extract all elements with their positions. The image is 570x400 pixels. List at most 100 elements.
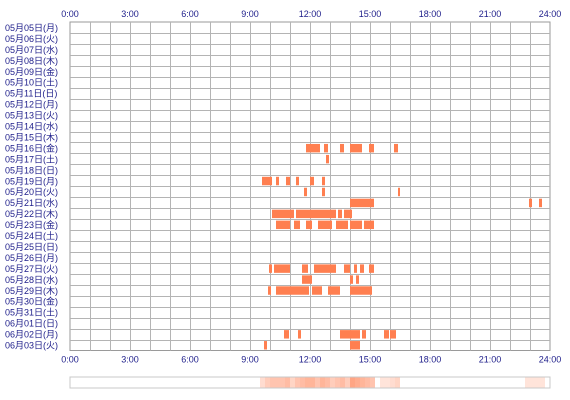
summary-cell xyxy=(350,377,355,388)
activity-bar xyxy=(302,275,312,284)
x-tick-top: 18:00 xyxy=(419,9,442,19)
x-tick-top: 24:00 xyxy=(539,9,562,19)
activity-bar xyxy=(336,220,348,230)
activity-bar xyxy=(350,220,362,230)
activity-bar xyxy=(326,154,329,164)
row-label: 05月26日(月) xyxy=(5,253,58,263)
row-label: 05月09日(金) xyxy=(5,66,58,77)
activity-bar xyxy=(344,209,352,219)
summary-cell xyxy=(535,377,540,388)
summary-cell xyxy=(275,377,280,388)
activity-bar xyxy=(340,143,344,153)
activity-bar xyxy=(364,220,374,230)
activity-bar xyxy=(269,264,272,273)
row-label: 05月28日(水) xyxy=(5,274,58,285)
summary-cell xyxy=(325,377,330,388)
row-label: 05月08日(木) xyxy=(5,55,58,66)
summary-cell xyxy=(290,377,295,388)
grid xyxy=(69,21,551,351)
activity-bar xyxy=(390,330,396,339)
activity-bar xyxy=(312,286,322,295)
row-label: 05月23日(金) xyxy=(5,219,58,230)
activity-bar xyxy=(276,220,290,230)
summary-cell xyxy=(280,377,285,388)
row-label: 05月14日(水) xyxy=(5,121,58,132)
row-label: 06月01日(日) xyxy=(5,319,58,329)
row-label: 05月10日(土) xyxy=(5,77,58,88)
summary-cell xyxy=(285,377,290,388)
activity-bar xyxy=(304,187,307,197)
activity-bar xyxy=(360,264,364,273)
summary-cell xyxy=(320,377,325,388)
activity-bar xyxy=(286,176,290,186)
x-tick-bottom: 6:00 xyxy=(181,355,199,365)
activity-bar xyxy=(318,220,332,230)
activity-bar xyxy=(350,143,362,153)
activity-bar xyxy=(268,286,271,295)
activity-bar xyxy=(276,176,279,186)
activity-bar xyxy=(276,286,309,295)
x-tick-top: 15:00 xyxy=(359,9,382,19)
summary-cell xyxy=(265,377,270,388)
activity-bar xyxy=(529,198,532,208)
activity-bar xyxy=(356,275,359,284)
activity-bar xyxy=(284,330,289,339)
activity-bar xyxy=(328,286,340,295)
x-tick-top: 21:00 xyxy=(479,9,502,19)
x-tick-top: 6:00 xyxy=(181,9,199,19)
row-label: 05月16日(金) xyxy=(5,142,58,153)
x-tick-bottom: 18:00 xyxy=(419,355,442,365)
x-tick-bottom: 12:00 xyxy=(299,355,322,365)
activity-bar xyxy=(350,198,374,208)
activity-bar xyxy=(296,209,336,219)
activity-bar xyxy=(322,176,325,186)
activity-bar xyxy=(272,209,294,219)
activity-bar xyxy=(350,341,360,350)
x-tick-bottom: 21:00 xyxy=(479,355,502,365)
summary-cell xyxy=(540,377,545,388)
x-axis-bottom: 0:00 3:00 6:00 9:00 12:00 15:00 18:00 21:00 24:0… xyxy=(61,355,561,365)
row-label: 05月11日(日) xyxy=(5,89,57,99)
summary-cell xyxy=(330,377,335,388)
row-label: 05月13日(火) xyxy=(5,111,58,121)
activity-bar xyxy=(539,198,542,208)
summary-cell xyxy=(395,377,400,388)
summary-strip xyxy=(69,376,551,389)
activity-bar xyxy=(362,330,366,339)
activity-bar xyxy=(294,220,300,230)
summary-cell xyxy=(525,377,530,388)
summary-cell xyxy=(340,377,345,388)
row-label: 05月05日(月) xyxy=(5,23,58,33)
row-label: 05月31日(土) xyxy=(5,307,58,318)
summary-cell xyxy=(310,377,315,388)
row-label: 05月30日(金) xyxy=(5,296,58,307)
x-tick-top: 9:00 xyxy=(241,9,259,19)
activity-bar xyxy=(296,176,299,186)
summary-cell xyxy=(305,377,310,388)
row-label: 05月19日(月) xyxy=(5,176,58,186)
activity-bar xyxy=(322,187,325,197)
activity-bar xyxy=(262,176,272,186)
summary-cell xyxy=(335,377,340,388)
activity-bar xyxy=(306,143,320,153)
activity-bar xyxy=(384,330,389,339)
row-label: 05月29日(木) xyxy=(5,285,58,296)
x-axis-top: 0:00 3:00 6:00 9:00 12:00 15:00 18:00 21:00 24:0… xyxy=(61,9,561,19)
summary-cell xyxy=(300,377,305,388)
summary-cell xyxy=(370,377,375,388)
activity-bar xyxy=(354,264,357,273)
row-label: 05月20日(火) xyxy=(5,187,58,197)
row-label: 05月06日(火) xyxy=(5,34,58,44)
summary-cell xyxy=(355,377,360,388)
activity-bar xyxy=(394,143,398,153)
activity-bars xyxy=(262,143,542,350)
summary-cell xyxy=(365,377,370,388)
x-tick-bottom: 0:00 xyxy=(61,355,79,365)
x-tick-bottom: 3:00 xyxy=(121,355,139,365)
summary-cell xyxy=(315,377,320,388)
activity-bar xyxy=(398,187,400,197)
activity-bar xyxy=(302,264,308,273)
activity-bar xyxy=(350,275,353,284)
row-label: 05月17日(土) xyxy=(5,153,58,164)
